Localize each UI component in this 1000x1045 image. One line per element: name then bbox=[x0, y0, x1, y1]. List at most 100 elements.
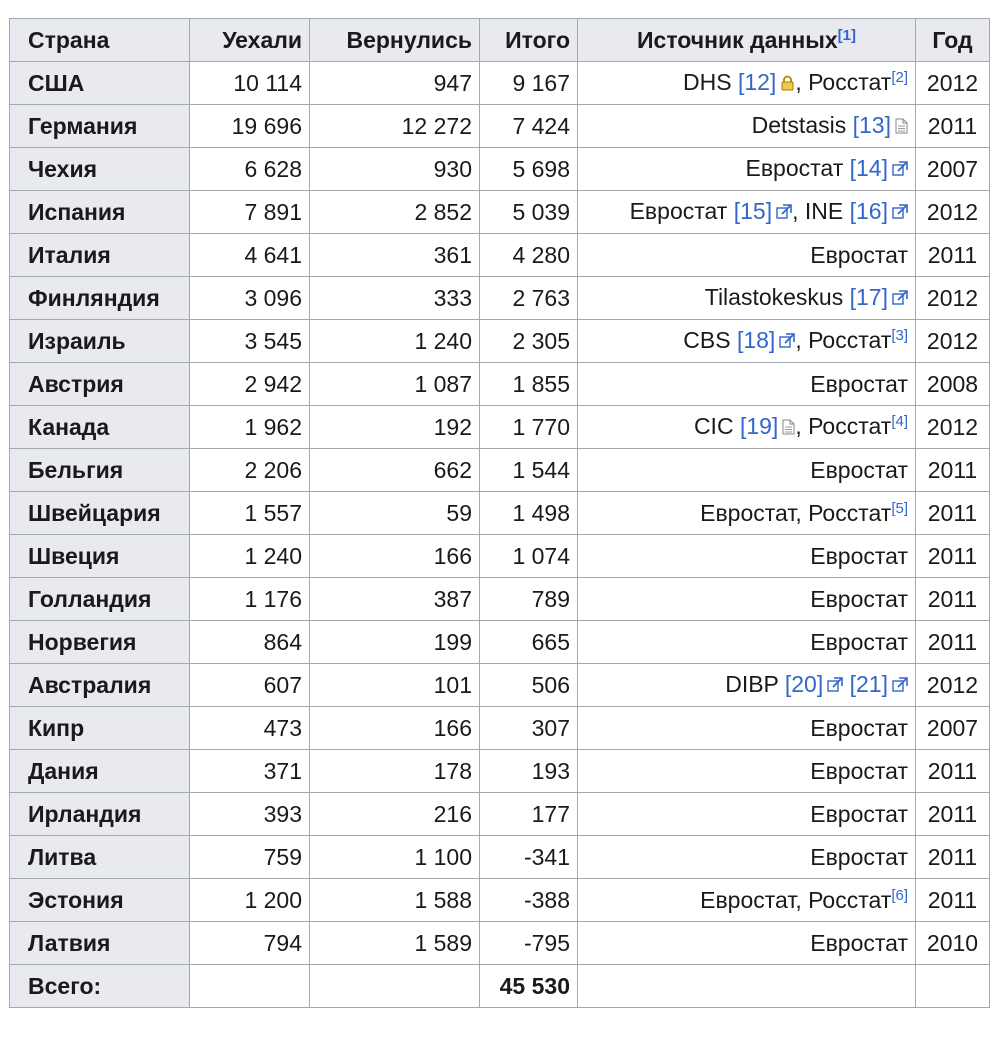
source-cell: Евростат, Росстат[6] bbox=[577, 878, 916, 922]
returned-cell: 192 bbox=[309, 405, 480, 449]
year-cell: 2007 bbox=[915, 706, 990, 750]
footnote-ref-link[interactable]: [5] bbox=[891, 499, 908, 517]
left-cell: 3 096 bbox=[189, 276, 310, 320]
source-ref-link[interactable]: [13] bbox=[852, 112, 891, 138]
returned-cell: 178 bbox=[309, 749, 480, 793]
source-text: , Росстат bbox=[795, 69, 892, 95]
country-cell: США bbox=[9, 61, 190, 105]
table-row: Литва 759 1 100 -341 Евростат 2011 bbox=[9, 835, 990, 879]
source-cell: Евростат bbox=[577, 534, 916, 578]
total-cell: -341 bbox=[479, 835, 578, 879]
footnote-ref-link[interactable]: [4] bbox=[891, 413, 908, 430]
header-returned: Вернулись bbox=[309, 18, 480, 62]
total-cell: -388 bbox=[479, 878, 578, 922]
total-row: Всего: 45 530 bbox=[9, 964, 990, 1008]
year-cell: 2011 bbox=[915, 491, 990, 535]
table-row: Италия 4 641 361 4 280 Евростат 2011 bbox=[9, 233, 990, 277]
source-text: Евростат bbox=[810, 456, 908, 483]
source-ref-link[interactable]: [16] bbox=[849, 198, 888, 224]
returned-cell: 662 bbox=[309, 448, 480, 492]
year-cell: 2011 bbox=[915, 620, 990, 664]
year-cell: 2011 bbox=[915, 835, 990, 879]
source-ref-link[interactable]: [17] bbox=[849, 284, 888, 310]
left-cell: 1 962 bbox=[189, 405, 310, 449]
table-row: Германия 19 696 12 272 7 424 Detstasis [13] 2… bbox=[9, 104, 990, 148]
left-cell: 794 bbox=[189, 921, 310, 965]
table-row: Ирландия 393 216 177 Евростат 2011 bbox=[9, 792, 990, 836]
source-cell: Detstasis [13] bbox=[577, 104, 916, 148]
source-text: Евростат bbox=[810, 757, 908, 784]
country-cell: Австралия bbox=[9, 663, 190, 707]
source-ref-link[interactable]: [18] bbox=[736, 327, 776, 353]
total-label: Всего: bbox=[9, 964, 190, 1008]
source-ref-link[interactable]: [15] bbox=[733, 198, 773, 224]
returned-cell: 1 588 bbox=[309, 878, 480, 922]
footnote-ref-link[interactable]: [3] bbox=[891, 327, 908, 344]
header-source-ref-link[interactable]: [1] bbox=[837, 26, 856, 44]
table-row: Австрия 2 942 1 087 1 855 Евростат 2008 bbox=[9, 362, 990, 406]
external-link-icon bbox=[892, 199, 908, 226]
table-row: Латвия 794 1 589 -795 Евростат 2010 bbox=[9, 921, 990, 965]
year-cell: 2007 bbox=[915, 147, 990, 191]
source-ref-link[interactable]: [14] bbox=[849, 155, 888, 181]
source-text: Евростат bbox=[810, 628, 908, 655]
returned-cell: 333 bbox=[309, 276, 480, 320]
country-cell: Германия bbox=[9, 104, 190, 148]
year-cell: 2011 bbox=[915, 749, 990, 793]
external-link-icon bbox=[892, 156, 908, 183]
source-ref-link[interactable]: [19] bbox=[739, 413, 779, 439]
external-link-icon bbox=[776, 199, 792, 226]
source-text: , INE bbox=[792, 198, 850, 224]
table-row: Бельгия 2 206 662 1 544 Евростат 2011 bbox=[9, 448, 990, 492]
source-ref-link[interactable]: [20] bbox=[784, 671, 824, 697]
table-body: США 10 114 947 9 167 DHS [12], Росстат[2] 201… bbox=[9, 61, 990, 965]
total-cell: 307 bbox=[479, 706, 578, 750]
year-cell: 2012 bbox=[915, 319, 990, 363]
table-row: Испания 7 891 2 852 5 039 Евростат [15] , INE… bbox=[9, 190, 990, 234]
left-cell: 473 bbox=[189, 706, 310, 750]
year-cell: 2011 bbox=[915, 104, 990, 148]
table-row: Швеция 1 240 166 1 074 Евростат 2011 bbox=[9, 534, 990, 578]
returned-cell: 166 bbox=[309, 534, 480, 578]
country-cell: Австрия bbox=[9, 362, 190, 406]
source-text: CBS bbox=[683, 327, 737, 353]
footnote-ref-link[interactable]: [2] bbox=[891, 69, 908, 86]
total-empty-left bbox=[189, 964, 310, 1008]
left-cell: 371 bbox=[189, 749, 310, 793]
table-row: Финляндия 3 096 333 2 763 Tilastokeskus [17]… bbox=[9, 276, 990, 320]
source-cell: CBS [18] , Росстат[3] bbox=[577, 319, 916, 363]
left-cell: 759 bbox=[189, 835, 310, 879]
total-cell: 5 698 bbox=[479, 147, 578, 191]
country-cell: Норвегия bbox=[9, 620, 190, 664]
source-text: Евростат, Росстат bbox=[700, 886, 892, 913]
left-cell: 1 240 bbox=[189, 534, 310, 578]
returned-cell: 216 bbox=[309, 792, 480, 836]
footnote-ref-link[interactable]: [6] bbox=[891, 886, 908, 904]
source-ref-link[interactable]: [12] bbox=[737, 69, 777, 95]
returned-cell: 361 bbox=[309, 233, 480, 277]
source-text: CIC bbox=[693, 413, 740, 439]
total-cell: 1 498 bbox=[479, 491, 578, 535]
year-cell: 2011 bbox=[915, 792, 990, 836]
country-cell: Литва bbox=[9, 835, 190, 879]
returned-cell: 930 bbox=[309, 147, 480, 191]
table-row: Голландия 1 176 387 789 Евростат 2011 bbox=[9, 577, 990, 621]
document-icon bbox=[782, 414, 795, 441]
returned-cell: 199 bbox=[309, 620, 480, 664]
country-cell: Испания bbox=[9, 190, 190, 234]
source-text: Евростат, Росстат bbox=[700, 499, 892, 526]
source-text: Detstasis bbox=[751, 112, 853, 138]
header-source-label: Источник данных bbox=[637, 26, 838, 53]
source-cell: Tilastokeskus [17] bbox=[577, 276, 916, 320]
total-empty-returned bbox=[309, 964, 480, 1008]
source-cell: Евростат, Росстат[5] bbox=[577, 491, 916, 535]
year-cell: 2012 bbox=[915, 190, 990, 234]
left-cell: 393 bbox=[189, 792, 310, 836]
country-cell: Дания bbox=[9, 749, 190, 793]
source-cell: Евростат bbox=[577, 448, 916, 492]
year-cell: 2011 bbox=[915, 534, 990, 578]
source-cell: Евростат bbox=[577, 706, 916, 750]
grand-total-value: 45 530 bbox=[479, 964, 578, 1008]
source-ref-link[interactable]: [21] bbox=[849, 671, 888, 697]
total-cell: 1 770 bbox=[479, 405, 578, 449]
